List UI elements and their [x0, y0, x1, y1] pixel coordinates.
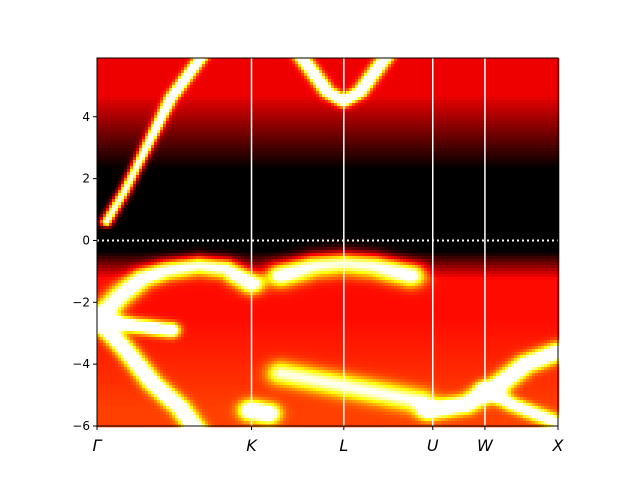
y-tick-label: 0 — [82, 233, 90, 247]
high-symmetry-lines — [250, 58, 486, 426]
y-tick-label: −2 — [72, 295, 90, 309]
spectral-heatmap — [97, 58, 560, 428]
kpoint-label-L: L — [339, 436, 348, 455]
y-axis: 4 2 0 −2 −4 −6 — [72, 110, 97, 433]
kpoint-label-W: W — [477, 436, 494, 455]
kpoint-label-X: X — [552, 436, 565, 455]
y-tick-label: 4 — [82, 110, 90, 124]
y-tick-label: −4 — [72, 357, 90, 371]
kpoint-label-Γ: Γ — [93, 436, 103, 455]
y-tick-label: 2 — [82, 172, 90, 186]
kpoint-label-K: K — [246, 436, 258, 455]
plot-frame — [96, 57, 559, 427]
y-tick-label: −6 — [72, 419, 90, 433]
kpoint-label-U: U — [427, 436, 439, 455]
